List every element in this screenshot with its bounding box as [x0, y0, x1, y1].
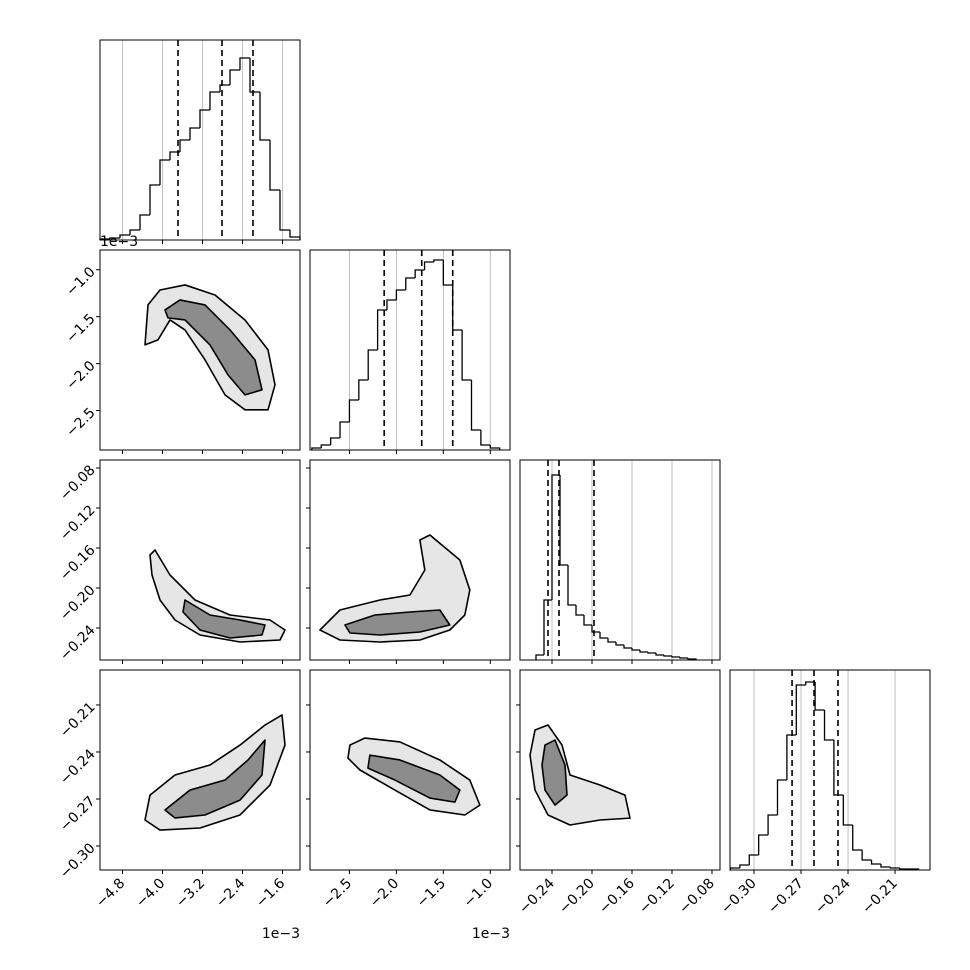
- histogram-step: [870, 860, 881, 865]
- panel-frame: [729, 669, 931, 871]
- contour: [164, 299, 263, 396]
- histogram-step: [889, 867, 900, 869]
- histogram-step: [543, 599, 552, 655]
- contour: [367, 754, 461, 803]
- histogram-step: [348, 399, 359, 422]
- histogram-step: [663, 655, 672, 657]
- histogram-step: [615, 642, 624, 646]
- histogram-step: [647, 652, 656, 654]
- histogram-step: [805, 681, 816, 685]
- panel-frame: [519, 669, 721, 871]
- histogram-step: [339, 421, 350, 438]
- histogram-step: [461, 330, 472, 381]
- histogram-step: [814, 682, 825, 711]
- x-offset-label: 1e−3: [472, 926, 510, 942]
- histogram-step: [583, 615, 592, 626]
- histogram-step: [899, 868, 910, 870]
- histogram-step: [758, 834, 769, 855]
- histogram-step: [842, 795, 853, 826]
- histogram-step: [795, 684, 806, 735]
- histogram-step: [367, 349, 378, 380]
- contour: [344, 609, 451, 636]
- histogram-step: [535, 654, 544, 660]
- histogram-step: [199, 109, 210, 128]
- histogram-step: [679, 657, 688, 659]
- histogram-step: [159, 159, 170, 185]
- panel-frame: [99, 459, 301, 661]
- panel-frame: [99, 39, 301, 241]
- histogram-step: [395, 289, 406, 300]
- histogram-step: [623, 645, 632, 649]
- histogram-step: [423, 261, 434, 270]
- histogram-step: [386, 299, 397, 310]
- histogram-step: [833, 740, 844, 796]
- histogram-step: [880, 864, 891, 868]
- histogram-step: [279, 190, 290, 231]
- histogram-step: [551, 474, 560, 600]
- panel-frame: [309, 669, 511, 871]
- contour: [541, 739, 568, 806]
- contour: [149, 549, 286, 643]
- histogram-step: [259, 92, 270, 141]
- histogram-step: [591, 625, 600, 633]
- histogram-step: [599, 632, 608, 639]
- histogram-step: [480, 430, 491, 446]
- histogram-step: [767, 814, 778, 835]
- histogram-step: [239, 57, 250, 70]
- histogram-step: [189, 127, 200, 140]
- histogram-step: [269, 140, 280, 191]
- panel-frame: [99, 669, 301, 871]
- histogram-step: [442, 260, 453, 286]
- histogram-step: [139, 214, 150, 230]
- histogram-step: [631, 648, 640, 651]
- histogram-step: [219, 84, 230, 92]
- x-offset-label: 1e−3: [262, 926, 300, 942]
- histogram-step: [330, 437, 341, 445]
- histogram-step: [671, 656, 680, 658]
- histogram-step: [433, 259, 444, 262]
- histogram-step: [776, 779, 787, 815]
- histogram-step: [559, 475, 568, 566]
- histogram-step: [639, 650, 648, 653]
- histogram-step: [119, 234, 130, 238]
- histogram-step: [149, 184, 160, 215]
- histogram-step: [129, 229, 140, 235]
- histogram-step: [748, 854, 759, 865]
- histogram-step: [861, 850, 872, 861]
- histogram-step: [567, 565, 576, 606]
- histogram-step: [607, 638, 616, 643]
- histogram-step: [311, 447, 322, 450]
- contour: [182, 599, 266, 639]
- histogram-step: [249, 58, 260, 93]
- histogram-step: [169, 151, 180, 160]
- panel-frame: [309, 249, 511, 451]
- histogram-step: [470, 380, 481, 431]
- panel-frame: [309, 459, 511, 661]
- histogram-step: [229, 69, 240, 85]
- y-offset-label: 1e−3: [100, 234, 138, 250]
- histogram-step: [320, 444, 331, 448]
- histogram-step: [179, 139, 190, 152]
- histogram-step: [739, 864, 750, 868]
- histogram-step: [209, 91, 220, 110]
- histogram-step: [852, 825, 863, 851]
- histogram-step: [405, 277, 416, 290]
- panel-frame: [99, 249, 301, 451]
- histogram-step: [786, 734, 797, 780]
- histogram-step: [489, 445, 501, 450]
- histogram-step: [655, 653, 664, 656]
- contour: [164, 739, 266, 819]
- panel-frame: [519, 459, 721, 661]
- histogram-step: [575, 605, 584, 616]
- histogram-step: [109, 237, 120, 239]
- histogram-step: [358, 379, 369, 400]
- histogram-step: [823, 710, 834, 741]
